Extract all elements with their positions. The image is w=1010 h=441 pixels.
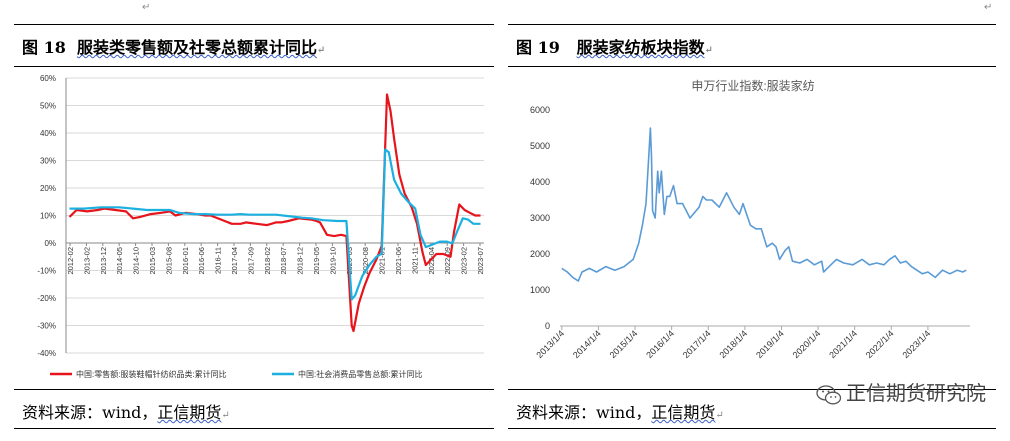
x-tick-label: 2022-09: [443, 247, 452, 275]
x-tick-label: 2022/1/4: [864, 328, 896, 360]
right-figure-number: 图 19: [516, 38, 560, 57]
watermark-text: 正信期货研究院: [846, 381, 986, 405]
x-tick-label: 2021-01: [378, 247, 387, 275]
top-rule: [508, 24, 996, 25]
series-line-total-retail: [69, 148, 481, 301]
left-source-note: 资料来源：wind，正信期货↵: [22, 403, 230, 422]
y-tick-label: 1000: [530, 285, 550, 295]
right-panel: ↵ 图 19 服装家纺板块指数↵ 申万行业指数:服装家纺 0 1000 2000 30…: [508, 2, 996, 441]
x-tick-label: 2021-06: [394, 247, 403, 275]
right-chart-title: 申万行业指数:服装家纺: [691, 78, 814, 93]
watermark: 正信期货研究院: [816, 377, 986, 406]
x-tick-label: 2016-01: [181, 247, 190, 275]
x-tick-label: 2015-08: [164, 247, 173, 275]
y-tick-label: 50%: [40, 102, 56, 111]
legend-label: 中国:零售额:服装鞋帽针纺织品类:累计同比: [76, 369, 227, 379]
x-tick-label: 2018-12: [296, 247, 305, 275]
y-tick-label: -30%: [37, 322, 56, 331]
x-tick-label: 2019-05: [312, 247, 321, 275]
source-rule: [508, 428, 996, 429]
y-tick-label: 0: [545, 321, 550, 331]
left-source-label: 资料来源：wind，: [22, 403, 158, 422]
x-tick-label: 2023-02: [460, 247, 469, 275]
x-tick-label: 2013/1/4: [534, 328, 566, 360]
x-tick-label: 2013-02: [82, 247, 91, 275]
right-source-note: 资料来源：wind，正信期货↵: [516, 403, 724, 422]
y-tick-label: 5000: [530, 141, 550, 151]
x-tick-label: 2015-03: [148, 247, 157, 275]
y-tick-label: 2000: [530, 249, 550, 259]
y-tick-label: 20%: [40, 184, 56, 193]
title-rule: [14, 66, 494, 67]
left-figure-number: 图 18: [22, 38, 66, 57]
right-figure-caption: 服装家纺板块指数: [576, 38, 705, 57]
x-tick-label: 2018/1/4: [717, 328, 749, 360]
x-tick-label: 2016-11: [214, 247, 223, 274]
right-source-company: 正信期货: [651, 403, 716, 422]
x-tick-label: 2021/1/4: [827, 328, 859, 360]
left-line-chart: 60% 50% 40% 30% 20% 10% 0% -10% -20% -30% -40% 201…: [37, 74, 485, 379]
right-source-label: 资料来源：wind，: [516, 403, 652, 422]
y-tick-label: -20%: [37, 294, 56, 303]
x-tick-label: 2017-09: [246, 247, 255, 275]
x-tick-label: 2018-02: [263, 247, 272, 275]
y-tick-label: 0%: [44, 239, 56, 248]
x-tick-label: 2012-02: [66, 247, 75, 275]
right-figure-title: 图 19 服装家纺板块指数↵: [516, 38, 713, 57]
left-figure-caption: 服装类零售额及社零总额累计同比: [76, 38, 317, 57]
y-tick-label: -10%: [37, 267, 56, 276]
top-rule: [14, 24, 494, 25]
wechat-icon: [816, 384, 842, 404]
left-source-company: 正信期货: [157, 403, 222, 422]
x-tick-label: 2014/1/4: [571, 328, 603, 360]
legend-label: 中国:社会消费品零售总额:累计同比: [298, 369, 422, 379]
paragraph-mark: ↵: [142, 2, 151, 13]
x-tick-label: 2017-04: [230, 247, 239, 275]
x-tick-label: 2023/1/4: [900, 328, 932, 360]
x-tick-label: 2016-06: [197, 247, 206, 275]
y-tick-label: 30%: [40, 157, 56, 166]
y-tick-label: 60%: [40, 74, 56, 83]
x-tick-label: 2013-12: [99, 247, 108, 275]
left-figure-title: 图 18 服装类零售额及社零总额累计同比↵: [22, 38, 326, 57]
x-tick-label: 2014-10: [132, 247, 141, 275]
right-line-chart: 申万行业指数:服装家纺 0 1000 2000 3000 4000 5000 6000 20…: [530, 78, 970, 360]
x-tick-label: 2021-11: [410, 247, 419, 274]
x-tick-label: 2020-08: [361, 247, 370, 275]
series-line-index: [561, 127, 967, 282]
x-tick-label: 2019-10: [328, 247, 337, 275]
y-tick-label: 6000: [530, 105, 550, 115]
title-rule: [508, 66, 996, 67]
x-tick-label: 2017/1/4: [681, 328, 713, 360]
x-tick-label: 2020/1/4: [791, 328, 823, 360]
source-rule: [14, 428, 494, 429]
y-tick-label: 4000: [530, 177, 550, 187]
y-tick-label: 3000: [530, 213, 550, 223]
x-tick-label: 2018-07: [279, 247, 288, 275]
chart-bottom-rule: [508, 389, 996, 390]
x-tick-label: 2023-07: [476, 247, 485, 275]
series-line-apparel: [68, 93, 481, 333]
x-tick-label: 2019/1/4: [754, 328, 786, 360]
chart-bottom-rule: [14, 389, 494, 390]
x-tick-label: 2015/1/4: [608, 328, 640, 360]
x-tick-label: 2014-05: [115, 247, 124, 275]
x-tick-label: 2016/1/4: [644, 328, 676, 360]
y-tick-label: 10%: [40, 212, 56, 221]
paragraph-mark: ↵: [984, 2, 993, 13]
y-tick-label: 40%: [40, 129, 56, 138]
left-panel: ↵ 图 18 服装类零售额及社零总额累计同比↵ 60% 50% 40% 30% 20% 1…: [14, 2, 494, 441]
y-tick-label: -40%: [37, 349, 56, 358]
